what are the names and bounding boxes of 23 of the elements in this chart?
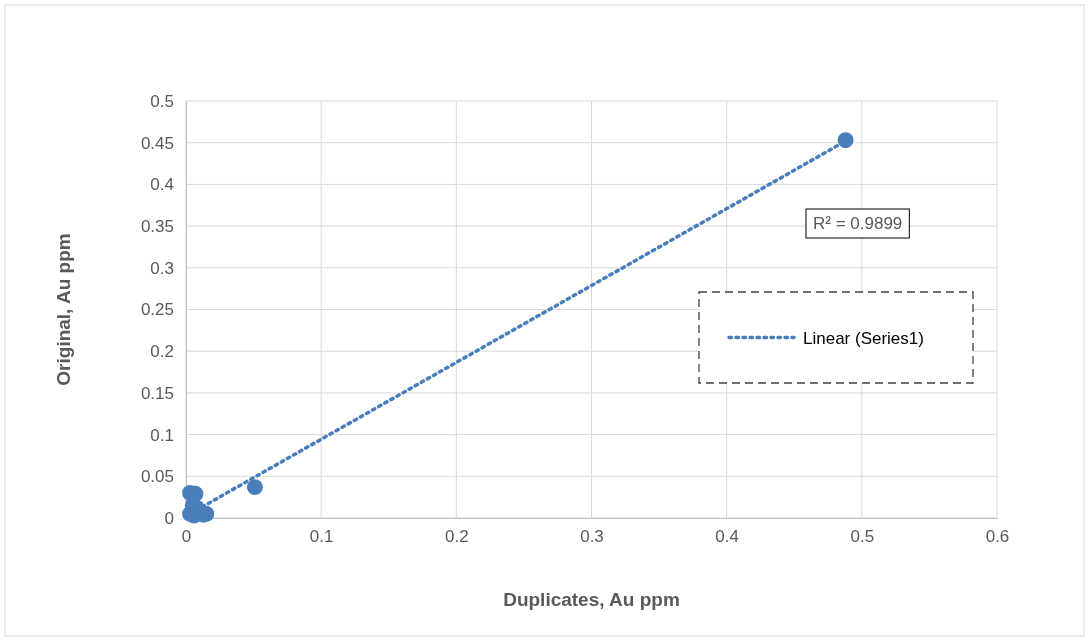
x-tick-label: 0.2	[445, 527, 469, 547]
y-tick-label: 0.2	[150, 342, 174, 362]
y-tick-label: 0.3	[150, 258, 174, 278]
y-tick-label: 0.35	[140, 217, 174, 237]
y-tick-label: 0	[164, 508, 174, 528]
x-tick-label: 0.1	[309, 527, 334, 547]
y-axis-title: Original, Au ppm	[53, 233, 74, 386]
y-tick-label: 0.5	[150, 91, 174, 111]
x-tick-label: 0.6	[985, 527, 1010, 547]
y-tick-label: 0.15	[140, 383, 174, 403]
y-tick-label: 0.25	[140, 300, 174, 320]
x-axis-title: Duplicates, Au ppm	[503, 589, 680, 610]
legend-label: Linear (Series1)	[803, 328, 924, 348]
x-tick-label: 0	[181, 527, 192, 547]
x-tick-label: 0.4	[715, 527, 739, 547]
y-tick-label: 0.45	[140, 133, 174, 153]
x-tick-label: 0.3	[580, 527, 604, 547]
y-tick-label: 0.05	[140, 467, 174, 487]
annotation: R² = 0.9899	[813, 214, 903, 233]
y-tick-label: 0.1	[150, 425, 174, 445]
legend-box: Linear (Series1)	[698, 291, 974, 384]
y-tick-label: 0.4	[150, 175, 174, 195]
x-tick-label: 0.5	[850, 527, 875, 547]
